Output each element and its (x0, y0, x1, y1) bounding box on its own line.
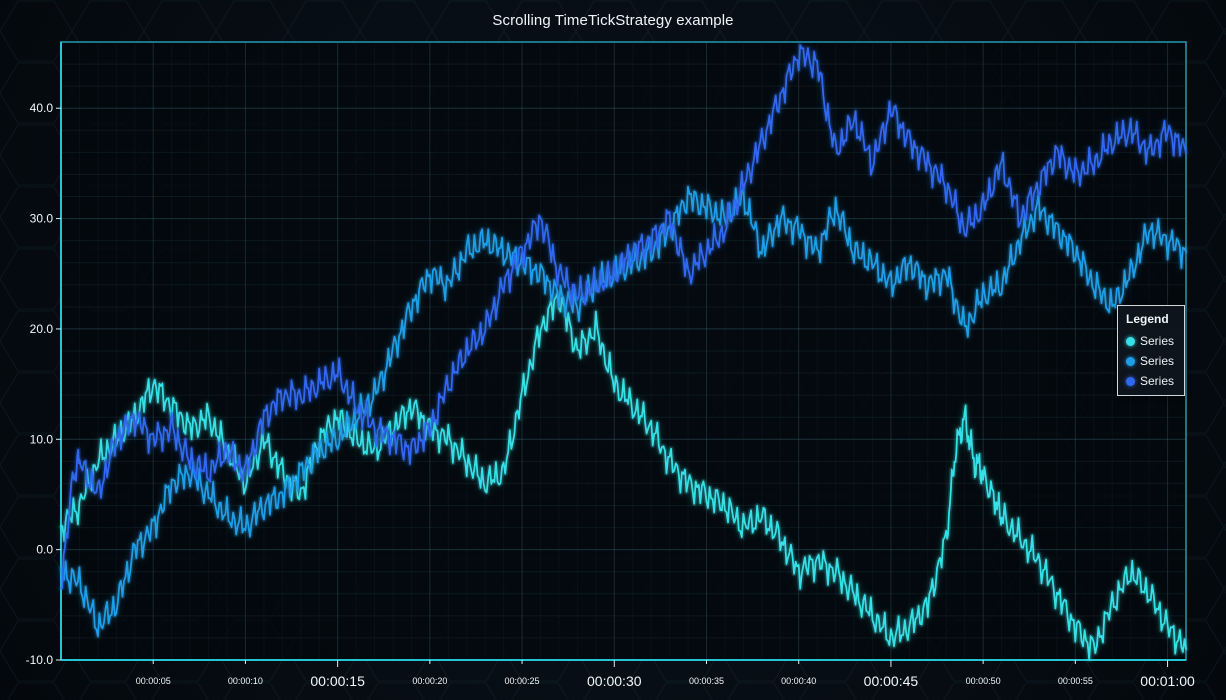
y-tick-label: -10.0 (26, 653, 54, 667)
y-tick-label: 0.0 (36, 543, 53, 557)
series-3-line (60, 44, 1187, 590)
x-tick-label: 00:00:05 (136, 676, 171, 686)
series-2-dot-icon (1126, 356, 1135, 366)
x-tick-label: 00:00:55 (1058, 676, 1093, 686)
legend-label-series-2: Series (1140, 354, 1175, 368)
legend-item-series-3[interactable]: Series (1126, 371, 1177, 391)
x-tick-label: 00:00:10 (228, 676, 263, 686)
x-tick-label: 00:00:50 (966, 676, 1001, 686)
y-tick-label: 30.0 (30, 212, 54, 226)
x-tick-label: 00:00:20 (412, 676, 447, 686)
legend-label-series-1: Series (1140, 334, 1175, 348)
y-tick-label: 20.0 (30, 322, 54, 336)
y-tick-label: 40.0 (30, 101, 54, 115)
legend-title: Legend (1126, 312, 1169, 326)
x-tick-label: 00:00:25 (505, 676, 540, 686)
plot-area-frame (60, 41, 1187, 661)
series-1-dot-icon (1126, 336, 1135, 346)
legend-item-series-2[interactable]: Series (1126, 351, 1177, 371)
x-tick-label: 00:01:00 (1140, 673, 1195, 689)
chart-legend[interactable]: Legend Series Series Series (1117, 305, 1185, 396)
x-tick-label: 00:00:40 (781, 676, 816, 686)
x-tick-label: 00:00:30 (587, 673, 642, 689)
series-3-dot-icon (1126, 376, 1135, 386)
legend-item-series-1[interactable]: Series (1126, 331, 1177, 351)
y-tick-label: 10.0 (30, 432, 54, 446)
x-tick-label: 00:00:35 (689, 676, 724, 686)
legend-label-series-3: Series (1140, 374, 1175, 388)
x-tick-label: 00:00:15 (310, 673, 365, 689)
x-tick-label: 00:00:45 (864, 673, 919, 689)
chart-title: Scrolling TimeTickStrategy example (492, 12, 734, 29)
